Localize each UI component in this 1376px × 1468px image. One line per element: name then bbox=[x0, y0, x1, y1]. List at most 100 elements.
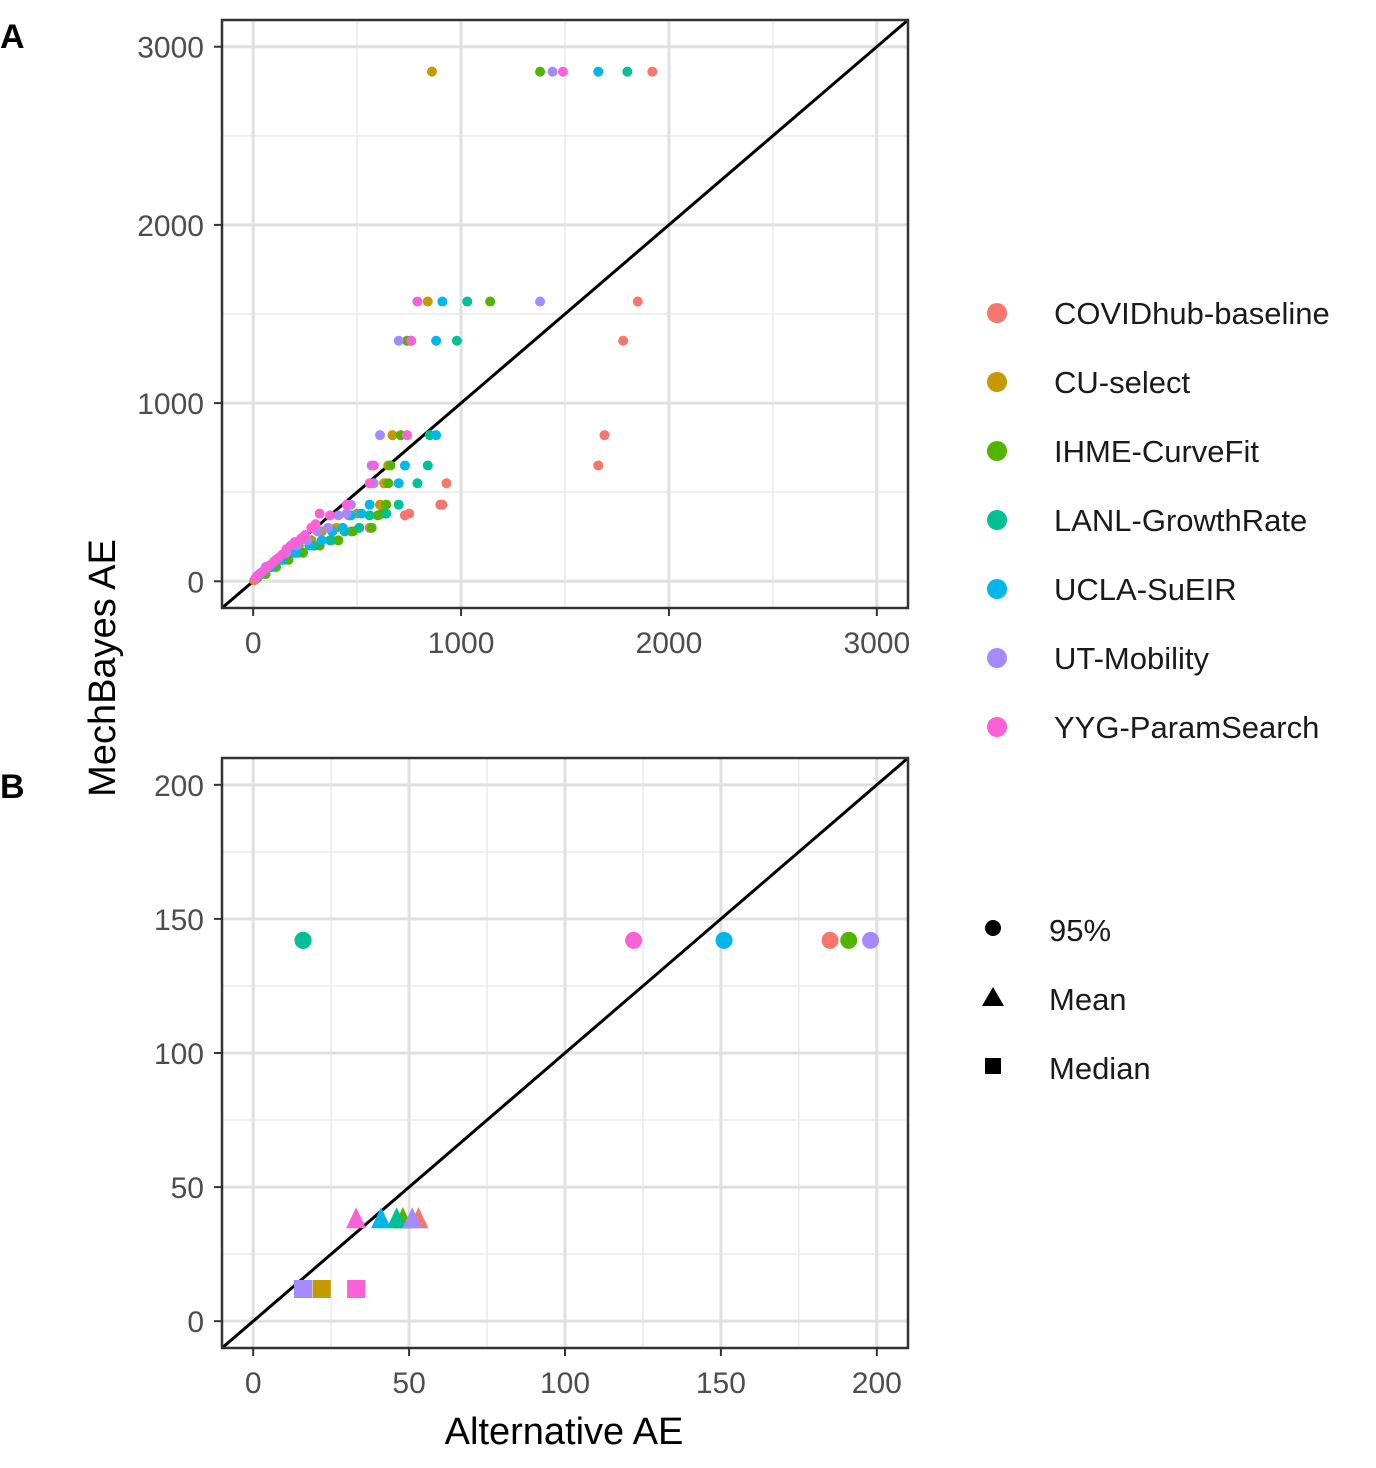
x-tick-label: 50 bbox=[392, 1367, 425, 1400]
legend-models: COVIDhub-baseline CU-select IHME-CurveFit L… bbox=[987, 296, 1330, 745]
data-point bbox=[412, 478, 423, 489]
data-point bbox=[325, 535, 336, 546]
legend-item-stat: Mean bbox=[982, 982, 1127, 1017]
data-point bbox=[364, 510, 375, 521]
data-point bbox=[333, 535, 344, 546]
legend-label: UT-Mobility bbox=[1054, 641, 1210, 676]
data-point bbox=[333, 510, 344, 521]
x-tick-label: 2000 bbox=[636, 627, 703, 660]
data-point bbox=[381, 499, 392, 510]
panel-b: 0 50 100 150 200 0 50 100 150 200 bbox=[154, 756, 910, 1400]
data-point-median bbox=[294, 1280, 313, 1298]
legend-key-circle bbox=[987, 510, 1007, 530]
data-point bbox=[393, 478, 404, 489]
legend-label: LANL-GrowthRate bbox=[1054, 503, 1307, 538]
data-point-mean bbox=[371, 1207, 392, 1229]
triangle-icon bbox=[982, 987, 1004, 1006]
legend-key-circle bbox=[987, 648, 1007, 668]
data-point bbox=[337, 522, 348, 533]
x-tick-label: 0 bbox=[245, 1367, 262, 1400]
legend-item-model: YYG-ParamSearch bbox=[987, 710, 1319, 745]
data-point bbox=[354, 522, 365, 533]
x-tick-label: 200 bbox=[852, 1367, 902, 1400]
reference-line bbox=[221, 756, 909, 1350]
y-tick-label: 2000 bbox=[137, 210, 204, 243]
y-tick-label: 150 bbox=[154, 904, 204, 937]
panel-b-points bbox=[294, 931, 880, 1298]
legend-stats: 95% Mean Median bbox=[982, 913, 1151, 1086]
x-tick-label: 0 bbox=[245, 627, 262, 660]
legend-item-stat: Median bbox=[985, 1051, 1151, 1086]
data-point-mean bbox=[402, 1207, 423, 1229]
legend-item-model: COVIDhub-baseline bbox=[987, 296, 1330, 331]
point-layer bbox=[249, 66, 658, 586]
panel-a-reference-line bbox=[221, 18, 909, 610]
legend-label: CU-select bbox=[1054, 365, 1190, 400]
data-point-mean bbox=[386, 1207, 407, 1229]
data-point bbox=[306, 522, 317, 533]
data-point bbox=[399, 460, 410, 471]
y-tick-label: 50 bbox=[171, 1172, 204, 1205]
data-point bbox=[593, 460, 604, 471]
y-tick-label: 3000 bbox=[137, 32, 204, 65]
x-axis-title: Alternative AE bbox=[445, 1411, 684, 1453]
data-point bbox=[535, 66, 546, 77]
data-point bbox=[385, 460, 396, 471]
data-point-mean bbox=[346, 1207, 367, 1229]
legend-label: YYG-ParamSearch bbox=[1054, 710, 1319, 745]
panel-a-ticks: 0 1000 2000 3000 0 1000 2000 3000 bbox=[137, 32, 910, 660]
square-icon bbox=[985, 1058, 1001, 1074]
y-tick-label: 0 bbox=[187, 1306, 204, 1339]
data-point bbox=[366, 522, 377, 533]
x-tick-label: 3000 bbox=[843, 627, 910, 660]
data-point bbox=[593, 66, 604, 77]
panel-border bbox=[220, 18, 910, 610]
data-point bbox=[383, 478, 394, 489]
legend-label: Mean bbox=[1049, 982, 1127, 1017]
data-point bbox=[399, 510, 410, 521]
data-point bbox=[412, 296, 423, 307]
data-point bbox=[364, 499, 375, 510]
panel-tag-a: A bbox=[0, 18, 25, 56]
reference-line bbox=[221, 18, 909, 610]
legend-key-circle bbox=[987, 717, 1007, 737]
data-point bbox=[356, 508, 367, 519]
data-point-95 bbox=[625, 931, 643, 949]
data-point bbox=[387, 430, 398, 441]
data-point-95 bbox=[715, 931, 733, 949]
data-point bbox=[368, 460, 379, 471]
data-point bbox=[622, 66, 633, 77]
data-point bbox=[314, 508, 325, 519]
data-point bbox=[426, 66, 437, 77]
x-tick-label: 150 bbox=[696, 1367, 746, 1400]
legend-label: 95% bbox=[1049, 913, 1111, 948]
legend-item-model: UT-Mobility bbox=[987, 641, 1210, 676]
data-point-95 bbox=[862, 931, 880, 949]
data-point bbox=[462, 296, 473, 307]
data-point bbox=[325, 510, 336, 521]
data-point bbox=[364, 478, 375, 489]
legend-key-circle bbox=[987, 441, 1007, 461]
legend-label: COVIDhub-baseline bbox=[1054, 296, 1330, 331]
data-point bbox=[441, 478, 452, 489]
data-point-95 bbox=[294, 931, 312, 949]
data-point-median bbox=[312, 1280, 331, 1298]
panel-a: 0 1000 2000 3000 0 1000 2000 3000 bbox=[137, 18, 910, 660]
series-ut-mobility bbox=[294, 931, 880, 1298]
data-point bbox=[341, 499, 352, 510]
y-tick-label: 1000 bbox=[137, 388, 204, 421]
data-point-median bbox=[347, 1280, 366, 1298]
legend-item-model: UCLA-SuEIR bbox=[987, 572, 1237, 607]
data-point bbox=[451, 335, 462, 346]
legend-item-model: LANL-GrowthRate bbox=[987, 503, 1307, 538]
data-point bbox=[341, 508, 352, 519]
data-point bbox=[431, 335, 442, 346]
data-point bbox=[393, 335, 404, 346]
point-layer bbox=[294, 931, 880, 1298]
x-tick-label: 100 bbox=[540, 1367, 590, 1400]
legend-label: Median bbox=[1049, 1051, 1151, 1086]
data-point bbox=[374, 430, 385, 441]
data-point bbox=[535, 296, 546, 307]
data-point bbox=[422, 296, 433, 307]
